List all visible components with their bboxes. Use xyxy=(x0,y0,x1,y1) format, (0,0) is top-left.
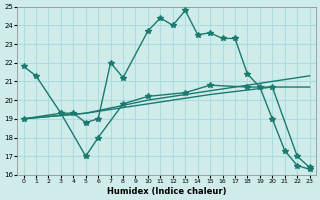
X-axis label: Humidex (Indice chaleur): Humidex (Indice chaleur) xyxy=(107,187,226,196)
